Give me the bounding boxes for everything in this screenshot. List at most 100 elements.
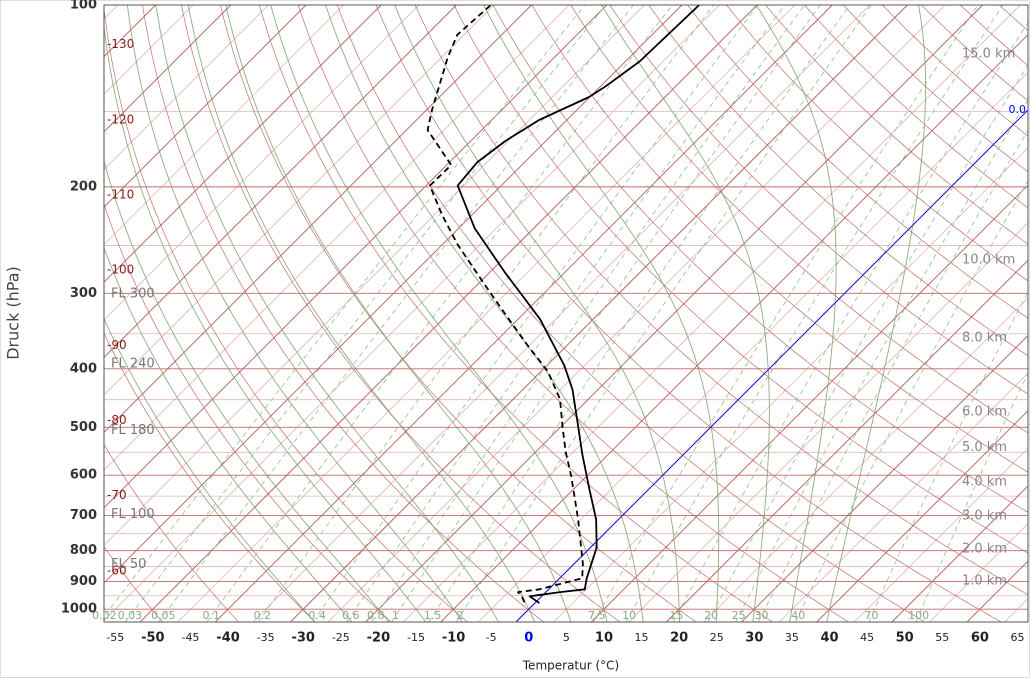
y-axis-label: Druck (hPa): [4, 266, 23, 360]
dry-adiabat: [104, 203, 392, 622]
x-tick-label: 50: [896, 631, 914, 646]
height-label: 8.0 km: [962, 331, 1007, 346]
isotherm: [104, 5, 645, 546]
x-tick-label: 20: [670, 631, 688, 646]
mixing-ratio-label: 0.6: [342, 609, 360, 622]
profiles: [426, 5, 1028, 622]
isotherm-label: -90: [107, 338, 127, 352]
isotherm: [741, 334, 1028, 622]
height-label: 10.0 km: [962, 253, 1015, 268]
isotherm: [104, 5, 570, 471]
dry-adiabat: [648, 5, 1028, 357]
moist-adiabat: [104, 159, 390, 622]
mixing-ratio-line: [625, 5, 1004, 622]
x-tick-label: 10: [595, 631, 613, 646]
isotherm: [104, 5, 419, 321]
isotherm: [365, 5, 983, 622]
mixing-ratio-line: [391, 5, 821, 622]
freezing-label: 0.0: [1009, 103, 1027, 116]
isotherm: [252, 5, 871, 622]
isotherm-label: -100: [107, 263, 134, 277]
isotherm: [214, 5, 833, 622]
moist-adiabat: [104, 317, 315, 622]
background-lines: [104, 5, 1028, 622]
x-tick-label: 60: [971, 631, 989, 646]
dry-adiabat: [726, 5, 1028, 282]
y-tick-label: 300: [70, 286, 97, 301]
dry-adiabat: [609, 5, 1028, 395]
moist-adiabat: [483, 5, 720, 622]
mixing-ratio-line: [158, 5, 634, 622]
height-label: 6.0 km: [962, 405, 1007, 420]
mixing-ratio-line: [428, 5, 851, 622]
moist-adiabat: [325, 5, 644, 622]
height-label: 4.0 km: [962, 475, 1007, 490]
mixing-ratio-label: 0.05: [151, 609, 176, 622]
isotherm-label: -120: [107, 112, 134, 126]
moist-adiabat: [126, 5, 463, 622]
x-tick-label: 55: [935, 631, 949, 644]
mixing-ratio-label: 1.5: [424, 609, 442, 622]
isotherm: [290, 5, 908, 622]
mixing-ratio-label: 30: [755, 609, 769, 622]
x-tick-label: -5: [486, 631, 497, 644]
isotherm: [327, 5, 946, 622]
mixing-ratio-line: [371, 5, 805, 622]
height-label: 15.0 km: [962, 46, 1015, 61]
mixing-ratio-label: 0.02: [92, 609, 117, 622]
x-tick-label: -20: [367, 631, 391, 646]
mixing-ratio-line: [795, 180, 1028, 622]
height-label: 3.0 km: [962, 509, 1007, 524]
dry-adiabat: [570, 5, 1028, 434]
isotherm-label: -80: [107, 413, 127, 427]
mixing-ratio-line: [312, 5, 759, 622]
x-tick-label: -25: [332, 631, 350, 644]
dry-adiabat: [375, 5, 1002, 622]
isotherm: [854, 447, 1028, 622]
dry-adiabat: [104, 546, 163, 622]
dry-adiabat: [104, 443, 239, 622]
mixing-ratio-label: 2: [456, 609, 463, 622]
dry-adiabat: [336, 5, 926, 622]
x-tick-label: -10: [442, 631, 466, 646]
y-tick-label: 100: [70, 0, 97, 13]
isotherm: [104, 5, 683, 584]
isotherm: [478, 71, 1028, 622]
isotherm: [104, 5, 344, 246]
dry-adiabat: [492, 5, 1028, 513]
mixing-ratio-label: 0.4: [308, 609, 326, 622]
flight-level-label: FL 50: [111, 557, 146, 572]
x-axis-label: Temperatur (°C): [522, 659, 619, 673]
y-tick-label: 400: [70, 361, 97, 376]
flight-level-label: FL 180: [111, 423, 155, 438]
isotherm: [139, 5, 758, 622]
temperature-line: [456, 5, 700, 604]
mixing-ratio-label: 70: [864, 609, 878, 622]
dry-adiabat: [453, 5, 1028, 554]
mixing-ratio-label: 0.2: [254, 609, 272, 622]
isotherm: [104, 5, 532, 434]
freezing-isotherm: [515, 109, 1028, 622]
dewpoint-line: [426, 5, 584, 603]
mixing-ratio-label: 0.1: [203, 609, 221, 622]
mixing-ratio-line: [104, 5, 586, 618]
mixing-ratio-label: 10: [622, 609, 636, 622]
x-tick-label: -30: [291, 631, 315, 646]
isotherm: [590, 184, 1028, 622]
mixing-ratio-line: [124, 5, 607, 622]
x-tick-label: -35: [257, 631, 275, 644]
y-tick-label: 1000: [61, 602, 97, 617]
isotherm-label: -110: [107, 187, 134, 201]
mixing-ratio-line: [592, 5, 979, 622]
mixing-ratio-line: [915, 372, 1028, 622]
mixing-ratio-line: [758, 129, 1028, 622]
dry-adiabat: [531, 5, 1028, 473]
mixing-ratio-label: 0.8: [367, 609, 385, 622]
flight-level-label: FL 100: [111, 507, 155, 522]
x-tick-label: 5: [563, 631, 570, 644]
dry-adiabat: [258, 5, 773, 622]
plot-border: [103, 4, 1029, 623]
x-tick-label: 0: [524, 631, 533, 646]
mixing-ratio-label: 25: [732, 609, 746, 622]
